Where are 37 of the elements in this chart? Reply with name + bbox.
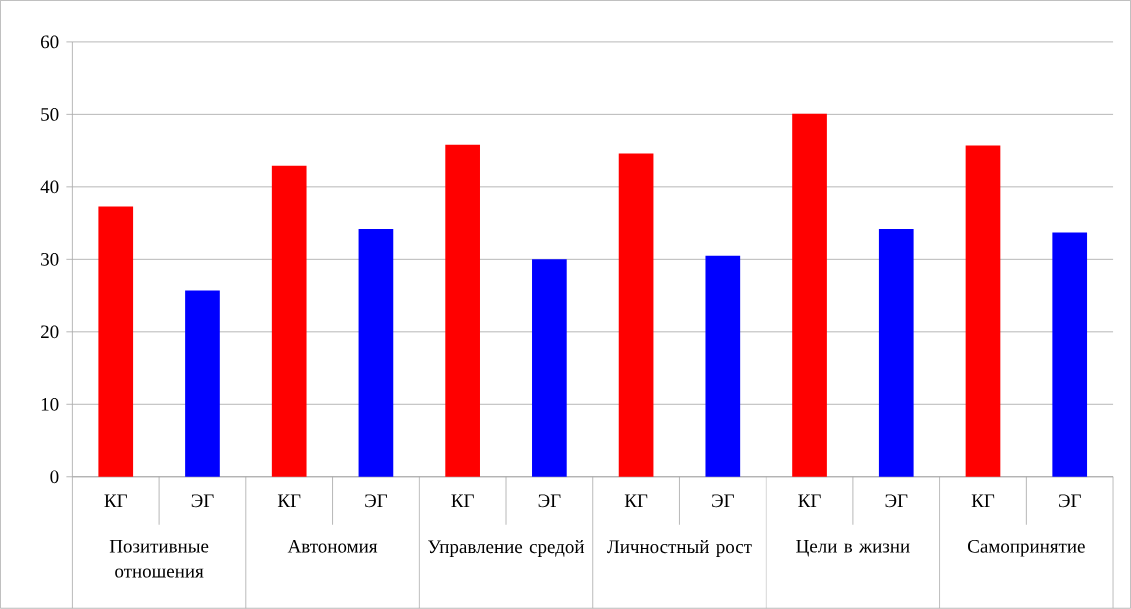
bar — [98, 206, 134, 477]
series-label: КГ — [104, 494, 127, 508]
text: КГ — [624, 494, 648, 508]
text: ЭГ — [712, 494, 734, 508]
text: КГ — [451, 494, 474, 508]
y-tick-label: 20 — [41, 325, 59, 339]
x-tick-label: Позитивные отношения — [109, 540, 209, 578]
y-tick-label: 40 — [40, 180, 59, 194]
text: КГ — [798, 494, 821, 508]
y-tick-label: 50 — [41, 108, 59, 121]
bar — [705, 255, 741, 477]
bar — [532, 259, 567, 477]
bar — [1052, 232, 1088, 477]
text: КГ — [971, 494, 995, 508]
x-tick-label: Цели в жизни — [796, 540, 910, 557]
text: КГ — [277, 494, 301, 508]
bar — [185, 290, 220, 477]
y-tick-label: 0 — [50, 470, 59, 484]
bar — [445, 144, 480, 477]
bar — [965, 145, 1001, 477]
bar — [358, 229, 394, 477]
bar — [792, 113, 827, 477]
text: ЭГ — [885, 494, 908, 508]
bar — [618, 153, 654, 477]
text: ЭГ — [538, 494, 561, 508]
x-tick-label: Автономия — [287, 540, 378, 553]
y-tick-label: 60 — [41, 35, 59, 49]
y-tick-label: 30 — [41, 253, 59, 266]
series-label: ЭГ — [191, 494, 214, 508]
x-tick-label: Самопринятие — [968, 540, 1085, 557]
x-tick-label: Личностный рост — [607, 540, 752, 558]
text: ЭГ — [1059, 494, 1081, 508]
bar — [271, 166, 307, 477]
bar — [878, 229, 914, 477]
x-tick-label: Управление средой — [428, 540, 585, 558]
y-tick-label: 10 — [41, 398, 59, 411]
text: ЭГ — [365, 494, 388, 508]
